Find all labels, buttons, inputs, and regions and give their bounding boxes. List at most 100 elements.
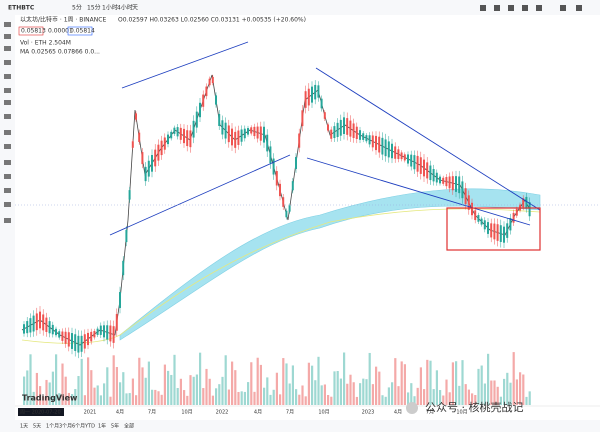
candle-body — [320, 98, 323, 109]
volume-bar — [407, 392, 410, 405]
volume-bar — [269, 394, 272, 405]
volume-bar — [106, 367, 109, 405]
top-toolbar — [0, 0, 600, 15]
volume-bar — [413, 396, 416, 405]
range-button[interactable]: 6个月 — [72, 424, 85, 430]
candle-body — [32, 315, 35, 332]
logo: TradingView — [22, 394, 78, 403]
volume-bar — [301, 385, 304, 405]
candle-body — [131, 141, 134, 148]
trend-lines — [109, 41, 541, 236]
volume-bar — [71, 394, 74, 405]
range-button[interactable]: 5天 — [33, 424, 41, 430]
candle-body — [202, 94, 205, 107]
candle-body — [195, 111, 198, 128]
bid[interactable]: 0.05813 — [21, 28, 46, 35]
volume-bar — [250, 362, 253, 405]
ask[interactable]: 0.05814 — [70, 28, 95, 35]
volume-bar — [490, 380, 493, 405]
volume-bar — [243, 391, 246, 405]
candle-body — [483, 220, 486, 230]
range-button[interactable]: 3个月 — [59, 424, 72, 430]
volume-bar — [202, 388, 205, 405]
candle-body — [125, 229, 128, 243]
volume-bar — [189, 375, 192, 405]
candle-body — [467, 195, 470, 210]
legend-ohlc: O0.02597 H0.03263 L0.02560 C0.03131 +0.0… — [118, 17, 306, 24]
volume-bar — [221, 376, 224, 405]
range-button[interactable]: YTD — [84, 424, 95, 430]
volume-bar — [387, 387, 390, 405]
candle-body — [512, 212, 515, 223]
volume-bar — [103, 383, 106, 405]
candle-body — [71, 333, 73, 349]
volume-bar — [304, 396, 307, 405]
candle-body — [336, 122, 339, 138]
candle-body — [343, 117, 345, 134]
tool-icons — [4, 22, 11, 223]
time-label: 2023 — [362, 410, 375, 416]
volume-bar — [432, 389, 435, 405]
volume-bar — [199, 352, 202, 405]
time-label: 7月 — [286, 410, 294, 416]
volume-bar — [119, 382, 122, 405]
volume-bar — [522, 374, 525, 405]
candle-body — [311, 86, 313, 103]
range-button[interactable]: 1年 — [98, 423, 106, 430]
candle-body — [298, 133, 301, 148]
volume-bar — [371, 384, 374, 405]
candle-body — [138, 132, 141, 142]
range-button[interactable]: 1天 — [20, 424, 28, 430]
range-button[interactable]: 全部 — [124, 423, 134, 430]
interval[interactable]: 天 — [132, 5, 138, 12]
volume-bar — [423, 389, 426, 405]
interval[interactable]: 1小时 — [102, 4, 118, 12]
candle-body — [77, 335, 80, 353]
candle-body — [208, 78, 211, 86]
watermark: 公众号 · 核桃壳战记 — [425, 400, 524, 414]
candle-body — [231, 128, 233, 146]
candle-body — [327, 124, 329, 131]
volume-bar — [144, 377, 147, 405]
time-label: 4月 — [394, 410, 402, 416]
volume-bar — [515, 379, 518, 405]
volume-bar — [263, 387, 266, 405]
candle-body — [291, 181, 294, 191]
interval[interactable]: 15分 — [87, 4, 101, 12]
range-button[interactable]: 1个月 — [46, 424, 59, 430]
volume-bar — [208, 378, 211, 405]
time-label: 4月 — [254, 410, 262, 416]
interval[interactable]: 5分 — [72, 4, 82, 12]
volume-bar — [224, 355, 227, 405]
candle-body — [119, 292, 121, 308]
candle-body — [458, 176, 461, 194]
candle-body — [39, 311, 41, 329]
candle-body — [317, 85, 320, 98]
candle-body — [522, 198, 525, 208]
candle-body — [515, 208, 518, 216]
candle-body — [90, 331, 93, 342]
candle-body — [61, 331, 64, 341]
candle-body — [429, 165, 432, 181]
candle-body — [170, 131, 173, 139]
candle-body — [419, 157, 422, 174]
volume-bar — [282, 358, 285, 405]
candle-body — [35, 313, 38, 331]
range-button[interactable]: 5年 — [111, 423, 119, 430]
volume-bar — [205, 368, 208, 405]
volume-bar — [23, 376, 26, 405]
candle-body — [80, 335, 83, 352]
symbol[interactable]: ETHBTC — [8, 5, 35, 12]
volume-bar — [349, 374, 352, 405]
volume-bar — [173, 354, 176, 405]
candle-body — [480, 218, 483, 225]
volume-bar — [426, 359, 429, 405]
candle-body — [435, 172, 438, 183]
volume-bar — [330, 396, 333, 405]
interval[interactable]: 4小时 — [117, 4, 133, 12]
volume-bar — [253, 391, 256, 405]
volume-bar — [362, 378, 365, 405]
volume-bar — [99, 395, 102, 405]
volume-bar — [77, 376, 80, 405]
